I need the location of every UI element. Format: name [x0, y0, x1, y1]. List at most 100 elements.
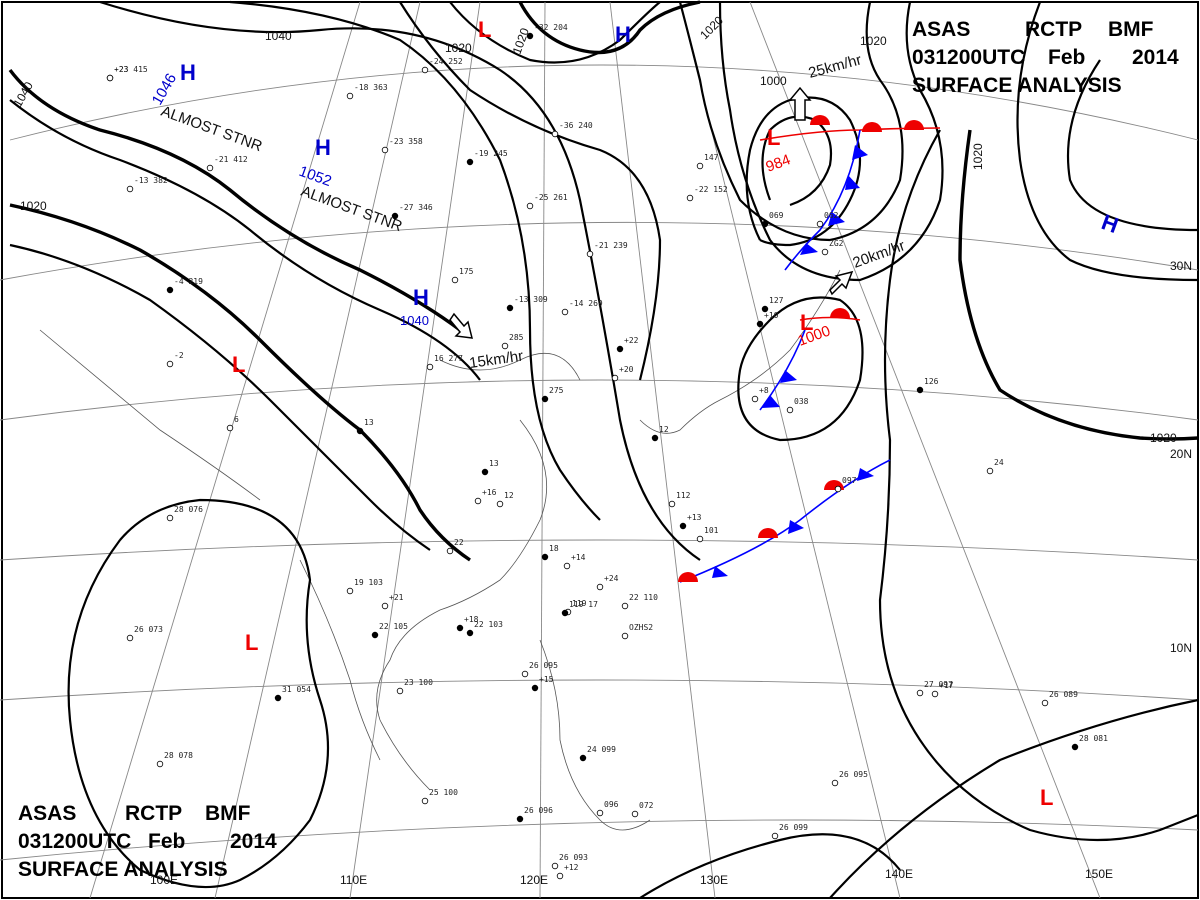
- station-obs-text: 6: [234, 415, 239, 424]
- station-obs-text: 13: [364, 418, 374, 427]
- station-marker: [446, 547, 454, 555]
- station-marker: [356, 427, 364, 435]
- isobar-label: 1020: [20, 199, 47, 213]
- station-marker: [526, 32, 534, 40]
- station-obs-text: 126: [924, 377, 939, 386]
- header-bottom: ASAS RCTP BMF 031200UTC Feb 2014 SURFACE…: [18, 802, 277, 881]
- station-obs-text: 28 081: [1079, 734, 1108, 743]
- isobar: [745, 96, 862, 247]
- station-marker: [831, 779, 839, 787]
- high-center: H: [615, 22, 631, 47]
- station-marker: [586, 250, 594, 258]
- station-obs-text: 26 099: [779, 823, 808, 832]
- station-obs-text: 24: [994, 458, 1004, 467]
- isobar: [449, 1, 661, 64]
- station-obs-text: 28 076: [174, 505, 203, 514]
- station-marker: [456, 624, 464, 632]
- isobar: [718, 1, 944, 282]
- station-marker: [668, 500, 676, 508]
- station-obs-text: -13 382: [134, 176, 168, 185]
- isobar-1020: [518, 0, 701, 55]
- station-marker: [106, 74, 114, 82]
- isobar-1020: [958, 129, 1199, 441]
- station-marker: [521, 670, 529, 678]
- station-obs-text: +17: [939, 681, 954, 690]
- station-obs-text: +24: [604, 574, 619, 583]
- header-year: 2014: [1132, 46, 1179, 69]
- station-marker: [466, 629, 474, 637]
- station-marker: [579, 754, 587, 762]
- station-marker: [541, 553, 549, 561]
- station-obs-text: 096: [604, 800, 619, 809]
- station-obs-text: 038: [794, 397, 809, 406]
- low-center: L: [800, 310, 813, 335]
- station-obs-text: 062: [824, 211, 839, 220]
- station-obs-text: 22: [454, 538, 464, 547]
- station-obs-text: +12: [564, 863, 579, 872]
- station-marker: [421, 66, 429, 74]
- station-obs-text: -14 269: [569, 299, 603, 308]
- station-obs-text: -32 204: [534, 23, 568, 32]
- station-marker: [346, 587, 354, 595]
- isobar: [737, 296, 864, 442]
- station-obs-text: 23 100: [404, 678, 433, 687]
- station-obs-text: +8: [759, 386, 769, 395]
- station-obs-text: 26 095: [529, 661, 558, 670]
- isobar: [1066, 59, 1199, 232]
- isobar-label: 1020: [445, 41, 472, 55]
- high-center: H: [315, 135, 331, 160]
- station-obs-text: -27 346: [399, 203, 433, 212]
- low-center: L: [245, 630, 258, 655]
- station-marker: [616, 345, 624, 353]
- station-obs-text: 22 103: [474, 620, 503, 629]
- station-observations: -23 415 -21 412 -13 382 -4 219 -2 6 13 28 076 26…: [106, 23, 1108, 880]
- station-obs-text: +10: [764, 311, 779, 320]
- station-obs-text: 16 277: [434, 354, 463, 363]
- station-marker: [551, 862, 559, 870]
- station-marker: [166, 286, 174, 294]
- station-marker: [166, 360, 174, 368]
- station-marker: [651, 434, 659, 442]
- isobar: [829, 698, 1199, 899]
- isobar-label: 1000: [760, 74, 787, 88]
- station-marker: [556, 872, 564, 880]
- header-time: 031200UTC: [18, 830, 131, 853]
- station-obs-text: 275: [549, 386, 564, 395]
- high-center: H: [413, 285, 429, 310]
- low-center: L: [767, 125, 780, 150]
- station-obs-text: 25 100: [429, 788, 458, 797]
- station-marker: [396, 687, 404, 695]
- station-marker: [474, 497, 482, 505]
- station-obs-text: -18 363: [354, 83, 388, 92]
- station-marker: [1041, 699, 1049, 707]
- station-marker: [541, 395, 549, 403]
- station-obs-text: -19 245: [474, 149, 508, 158]
- station-obs-text: 24 099: [587, 745, 616, 754]
- station-marker: [156, 760, 164, 768]
- station-marker: [391, 212, 399, 220]
- station-obs-text: +21: [389, 593, 404, 602]
- latitude-label: 30N: [1170, 259, 1192, 273]
- low-center: L: [1040, 785, 1053, 810]
- motion-arrow: [788, 86, 812, 121]
- station-marker: [756, 320, 764, 328]
- high-center: H: [180, 60, 196, 85]
- station-marker: [916, 689, 924, 697]
- station-marker: [611, 374, 619, 382]
- header-year: 2014: [230, 830, 277, 853]
- isobar-label: 1020: [971, 143, 985, 170]
- station-marker: [426, 363, 434, 371]
- station-obs-text: 097: [842, 476, 857, 485]
- station-obs-text: 101: [704, 526, 719, 535]
- station-obs-text: 22 105: [379, 622, 408, 631]
- station-obs-text: 12: [659, 425, 669, 434]
- station-marker: [834, 485, 842, 493]
- station-marker: [561, 308, 569, 316]
- station-obs-text: 19 103: [354, 578, 383, 587]
- station-marker: [346, 92, 354, 100]
- station-marker: [206, 164, 214, 172]
- station-obs-text: 27 097: [924, 680, 953, 689]
- warm-front: [799, 316, 861, 321]
- longitude-label: 110E: [340, 873, 367, 887]
- header-title: SURFACE ANALYSIS: [18, 858, 228, 881]
